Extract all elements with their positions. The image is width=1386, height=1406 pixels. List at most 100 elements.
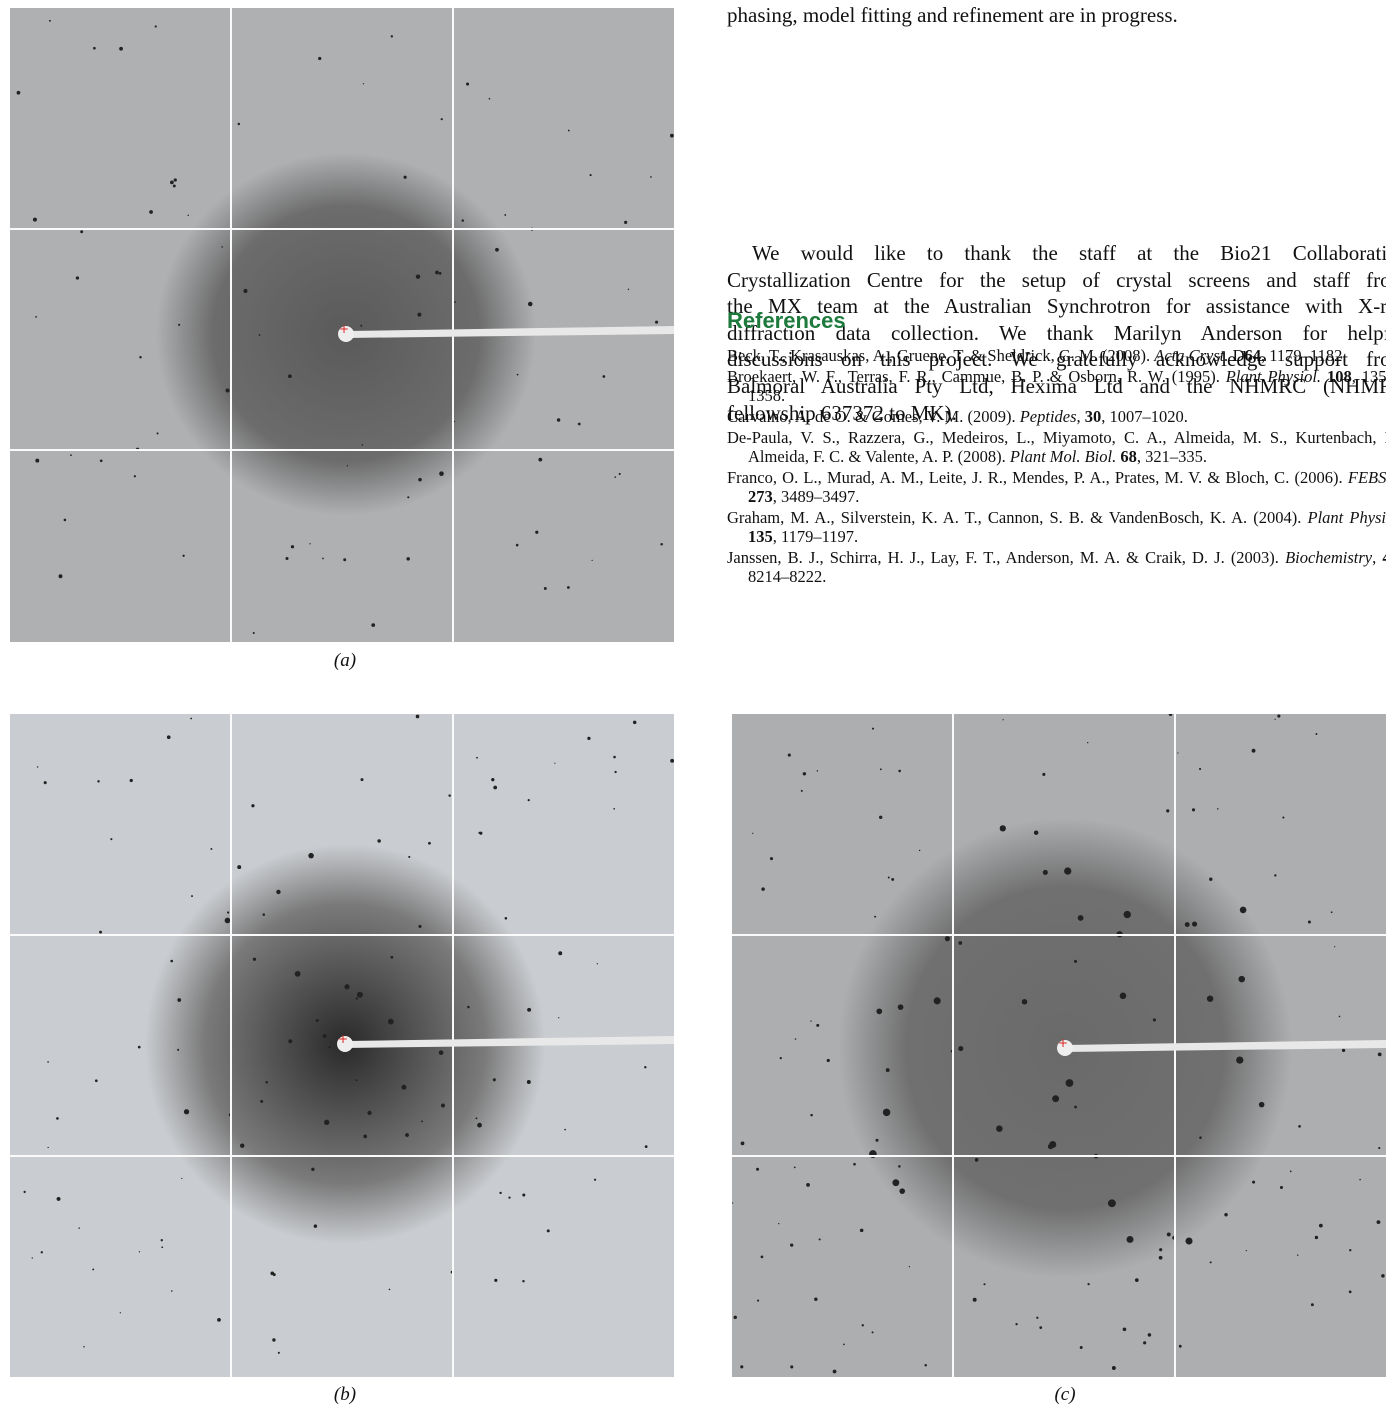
spot (32, 1257, 33, 1258)
spot (1043, 870, 1048, 875)
spot (76, 276, 79, 279)
spot (344, 984, 349, 989)
spot (740, 1365, 743, 1368)
spot (527, 1080, 531, 1084)
spot (401, 1085, 406, 1090)
spot (568, 130, 570, 132)
spot (138, 1046, 141, 1049)
spot (516, 544, 519, 547)
spot (190, 718, 192, 720)
spot (265, 1081, 268, 1084)
reference-part: D (1229, 346, 1245, 365)
spot (1042, 773, 1045, 776)
spot (489, 98, 491, 100)
spot (924, 1364, 926, 1366)
spot (1159, 1256, 1163, 1260)
reference-part: Peptides (1020, 407, 1077, 426)
spot (590, 174, 592, 176)
spot (1120, 993, 1127, 1000)
spot (1135, 1278, 1139, 1282)
spot (454, 301, 456, 303)
spot (670, 134, 674, 138)
reference-part: 64 (1245, 346, 1262, 365)
reference-part: Beck, T., Krasauskas, A., Gruene, T. & S… (727, 346, 1154, 365)
spot (660, 543, 663, 546)
spot (406, 557, 409, 560)
spot (819, 1238, 821, 1240)
spot (1167, 1232, 1171, 1236)
diffraction-image: + (732, 714, 1386, 1377)
spot (49, 20, 51, 22)
spot (462, 219, 464, 221)
spot (253, 958, 256, 961)
spot (973, 1298, 977, 1302)
spot (466, 82, 469, 85)
spot (770, 857, 773, 860)
spot (441, 118, 443, 120)
panel-gap (452, 8, 454, 642)
spot (110, 838, 112, 840)
spot (181, 1178, 182, 1179)
spot (35, 316, 37, 318)
spot (407, 496, 409, 498)
spot (70, 454, 72, 456)
spot (362, 444, 364, 446)
spot (253, 632, 255, 634)
spot (1252, 1181, 1255, 1184)
spot (613, 808, 615, 810)
spot (508, 1196, 510, 1198)
spot (390, 956, 393, 959)
spot (184, 1109, 189, 1114)
spot (47, 1147, 48, 1148)
spot (367, 1111, 371, 1115)
spot (44, 781, 47, 784)
spot (996, 1125, 1003, 1132)
spot (1252, 749, 1256, 753)
spot (1064, 867, 1071, 874)
spot (356, 997, 358, 999)
spot (404, 176, 407, 179)
spot (757, 1300, 759, 1302)
panel-gap (230, 8, 232, 642)
spot (1153, 1018, 1156, 1021)
spot (564, 1129, 566, 1131)
spot (934, 997, 941, 1004)
reference: De-Paula, V. S., Razzera, G., Medeiros, … (727, 428, 1386, 466)
spot (47, 1061, 49, 1063)
spot (288, 1039, 292, 1043)
spot (177, 998, 181, 1002)
spot (1087, 1283, 1089, 1285)
spot (833, 1370, 837, 1374)
spot (17, 91, 21, 95)
spot (363, 83, 364, 84)
spot (752, 833, 753, 834)
spot (318, 57, 321, 60)
spot (527, 1008, 531, 1012)
spot (1003, 719, 1004, 720)
spot (644, 1066, 646, 1068)
spot (1185, 922, 1190, 927)
spot (853, 1163, 856, 1166)
spot (886, 1068, 890, 1072)
spot (790, 1243, 793, 1246)
spot (517, 374, 519, 376)
spot (139, 356, 141, 358)
spot (1087, 742, 1088, 743)
spot (97, 780, 99, 782)
spot (95, 1079, 98, 1082)
spot (177, 1049, 179, 1051)
panel-gap (10, 1155, 674, 1157)
spot (1048, 1144, 1053, 1149)
text-line: We would like to thank the staff at the … (727, 240, 1386, 267)
spot (149, 210, 153, 214)
spot (221, 246, 223, 248)
spot (1179, 1345, 1182, 1348)
spot (308, 853, 314, 859)
panel-gap (10, 449, 674, 451)
spot (538, 458, 542, 462)
spot (909, 1266, 910, 1267)
spot (1349, 1290, 1352, 1293)
spot (356, 1079, 358, 1081)
reference-part: Franco, O. L., Murad, A. M., Leite, J. R… (727, 468, 1348, 487)
spot (1282, 816, 1284, 818)
